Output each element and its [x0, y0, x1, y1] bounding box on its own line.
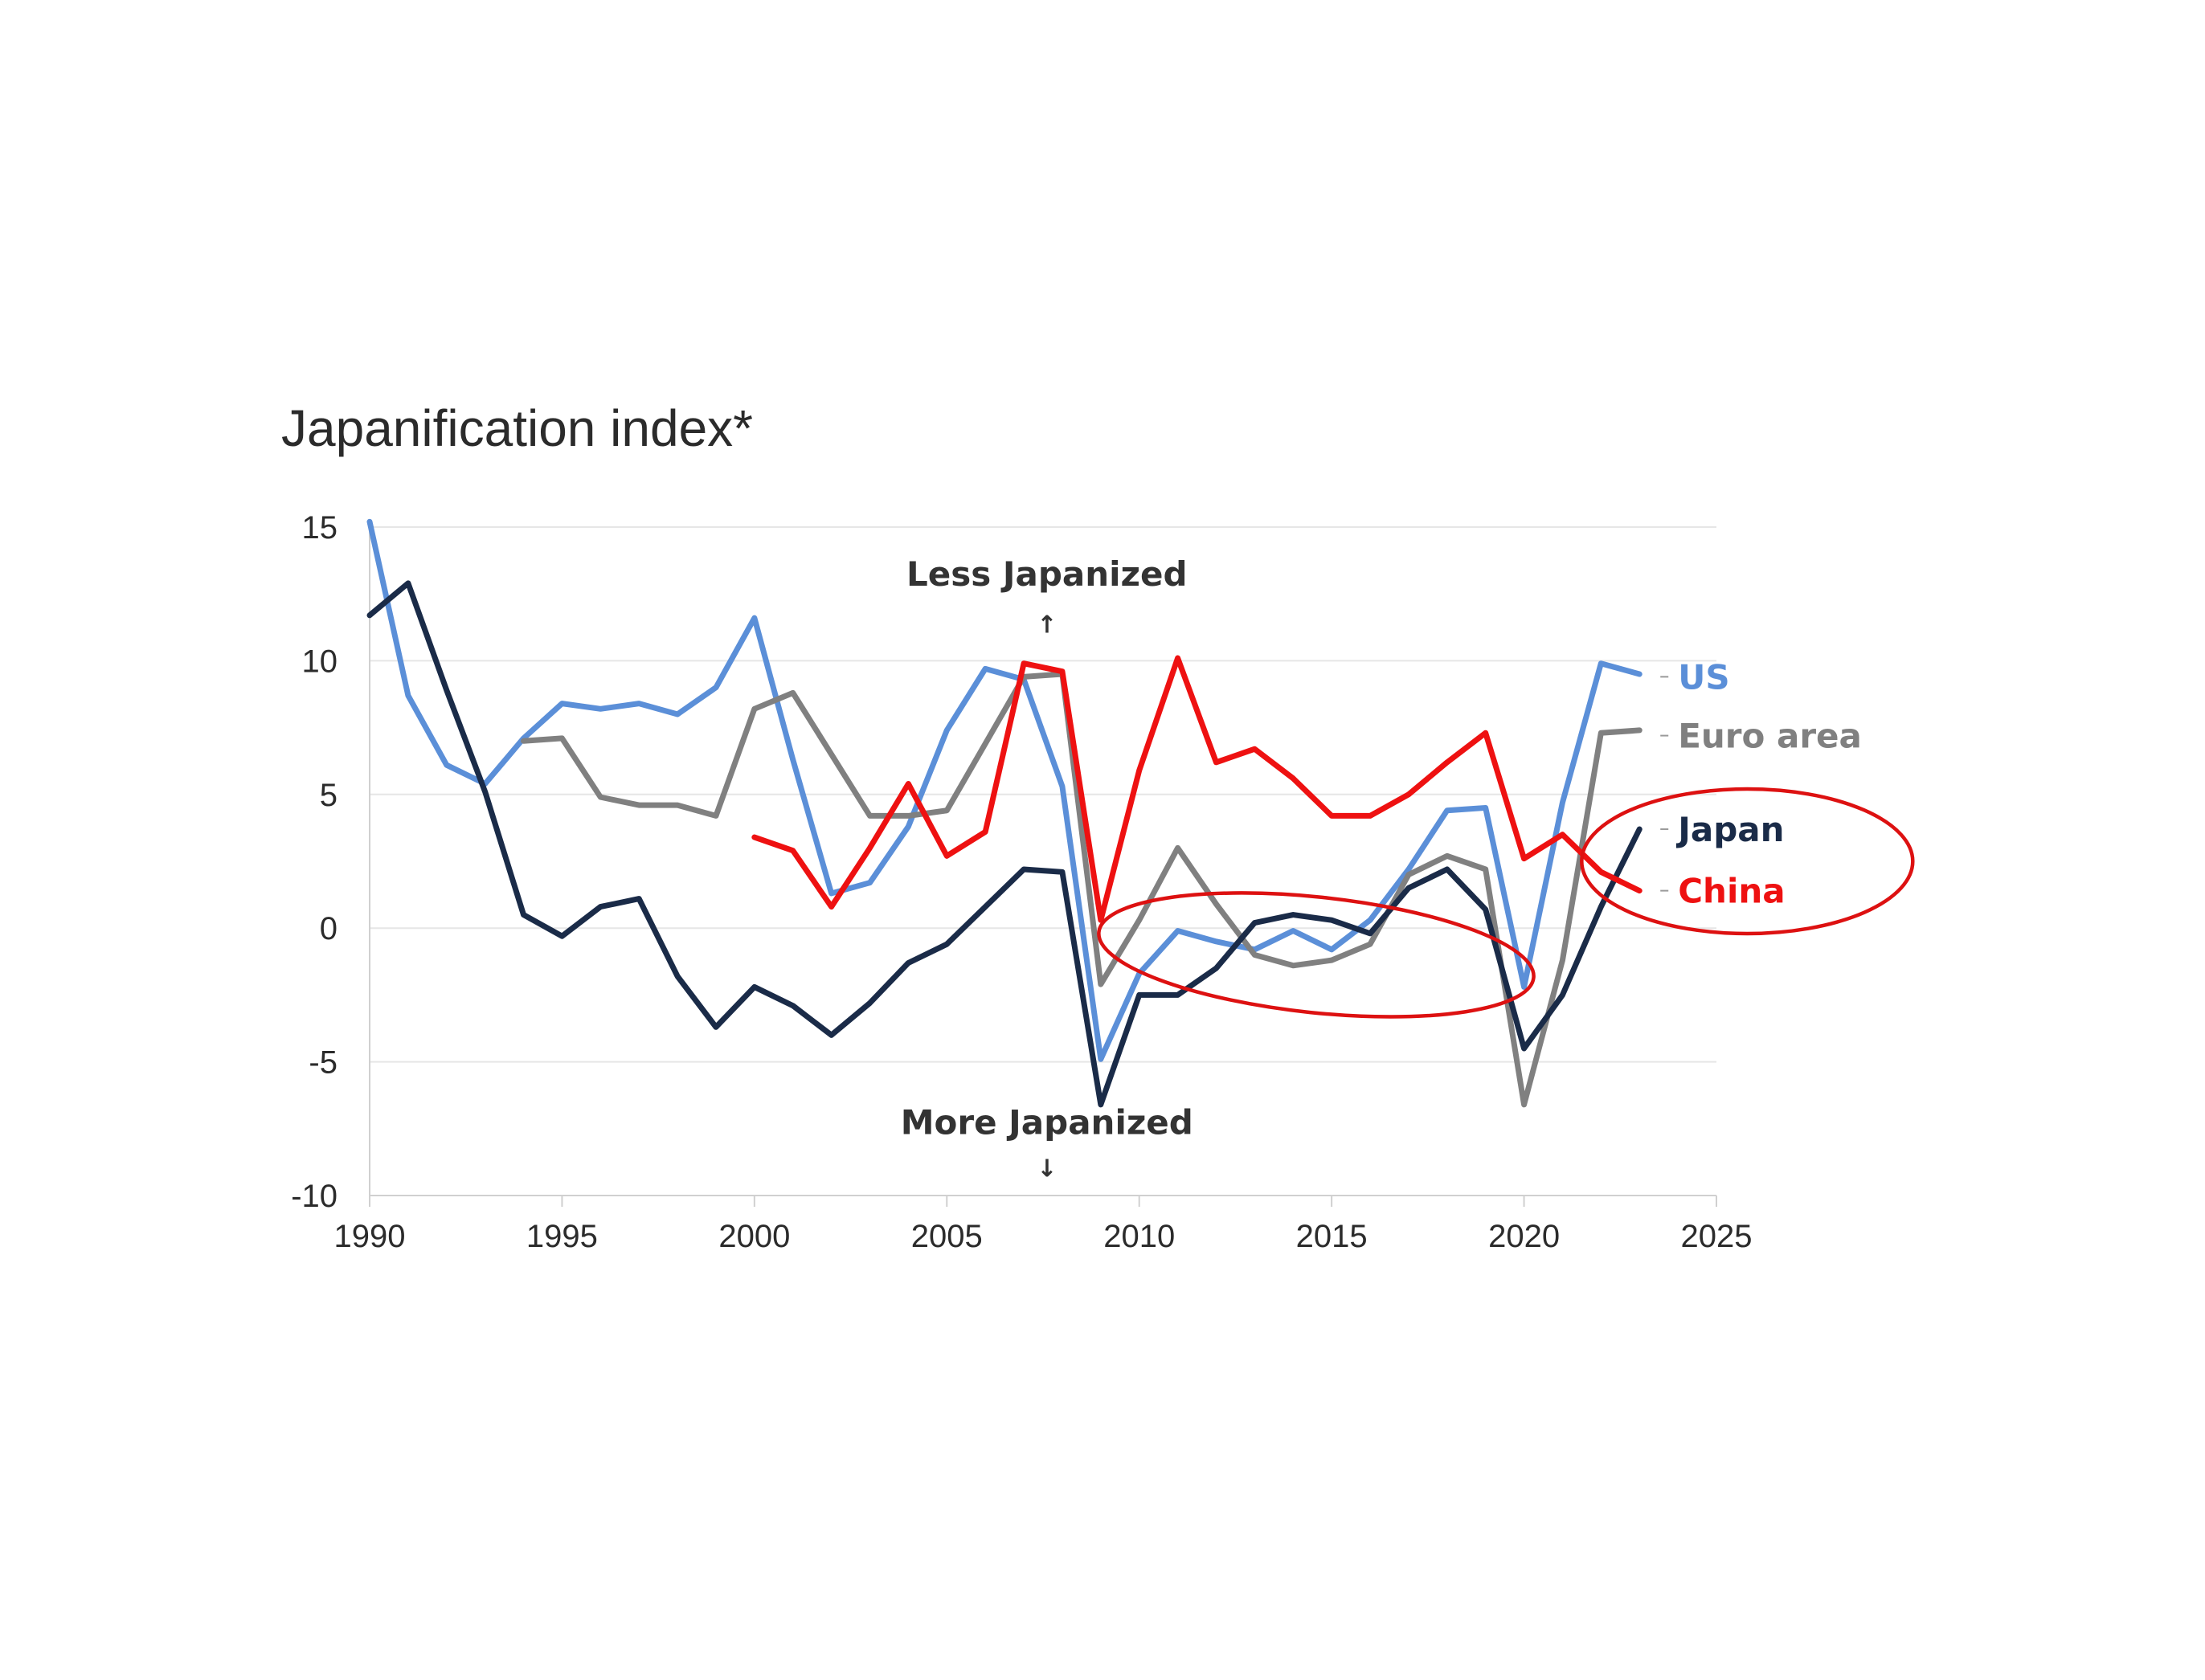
highlight-circle-right — [1580, 787, 1915, 936]
gridlines — [370, 526, 1716, 1063]
x-tick-label: 2015 — [1296, 1219, 1368, 1254]
annotation-less-japanized: Less Japanized — [906, 554, 1188, 594]
x-tick-label: 2025 — [1681, 1219, 1753, 1254]
series-lines — [366, 518, 1642, 1108]
series-line-japan — [366, 580, 1642, 1108]
x-tick-label: 2020 — [1488, 1219, 1560, 1254]
annotation-up-arrow: ↑ — [1037, 611, 1057, 639]
series-label-us: US — [1678, 657, 1729, 697]
annotation-more-japanized: More Japanized — [901, 1102, 1193, 1142]
series-line-us — [366, 518, 1642, 1062]
series-line-china — [751, 655, 1642, 923]
highlight-circle-mid — [1097, 891, 1536, 1019]
y-tick-label: 15 — [302, 510, 338, 546]
x-tick-label: 2005 — [911, 1219, 983, 1254]
y-tick-label: 0 — [320, 911, 338, 946]
y-tick-label: 5 — [320, 778, 338, 813]
series-label-japan: Japan — [1675, 810, 1784, 849]
series-label-china: China — [1678, 872, 1785, 911]
chart-title: Japanification index* — [281, 399, 754, 457]
highlight-circles — [1097, 787, 1915, 1019]
series-labels: US Euro area Japan China — [1660, 657, 1862, 911]
y-tick-label: -5 — [309, 1045, 338, 1081]
x-tick-label: 2010 — [1103, 1219, 1175, 1254]
annotation-down-arrow: ↓ — [1037, 1155, 1057, 1183]
x-tick-label: 2000 — [718, 1219, 790, 1254]
x-tick-label: 1995 — [526, 1219, 598, 1254]
axes: 15 10 5 0 -5 -10 1990 1995 2000 2005 2010 2015 2020 2… — [291, 510, 1752, 1254]
y-tick-label: -10 — [291, 1179, 338, 1214]
series-line-euro-area — [521, 671, 1642, 1108]
series-label-euro-area: Euro area — [1678, 717, 1862, 756]
y-tick-label: 10 — [302, 644, 338, 679]
annotations: Less Japanized ↑ More Japanized ↓ — [901, 554, 1193, 1183]
x-tick-label: 1990 — [334, 1219, 406, 1254]
